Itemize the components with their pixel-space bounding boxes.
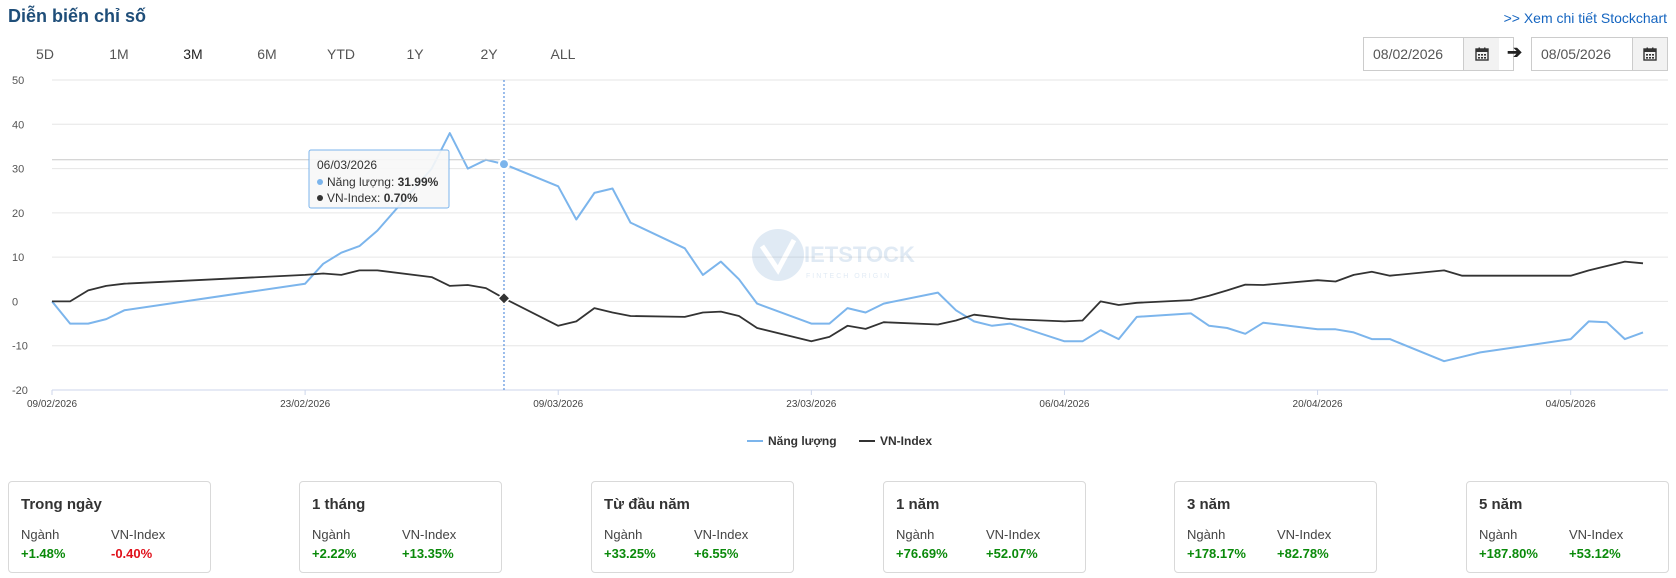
card-sector-value: +33.25% (604, 546, 656, 561)
tooltip-date: 06/03/2026 (317, 158, 377, 172)
calendar-icon[interactable] (1463, 38, 1499, 70)
y-tick-label: 10 (12, 252, 24, 264)
card-index-label: VN-Index (111, 527, 166, 542)
stockchart-detail-link[interactable]: >> Xem chi tiết Stockchart (1503, 10, 1667, 26)
crosshair (52, 80, 1668, 390)
series-line-vn-index (52, 260, 1644, 343)
range-ytd-button[interactable]: YTD (327, 46, 355, 62)
x-axis: 09/02/2026 23/02/2026 09/03/2026 23/03/2026… (27, 389, 1668, 410)
card-index-label: VN-Index (1277, 527, 1332, 542)
card-sector-label: Ngành (312, 527, 351, 542)
summary-card-3-years: 3 năm Ngành VN-Index +178.17% +82.78% (1174, 481, 1377, 573)
to-date-field[interactable]: 08/05/2026 (1531, 37, 1668, 71)
card-index-value: +53.12% (1569, 546, 1621, 561)
card-sector-label: Ngành (896, 527, 935, 542)
range-6m-button[interactable]: 6M (257, 46, 277, 62)
from-date-field[interactable]: 08/02/2026 (1363, 37, 1514, 71)
chart-tooltip: 06/03/2026 Năng lượng: 31.99% VN-Index: … (308, 149, 450, 209)
y-tick-label: 20 (12, 208, 24, 220)
tooltip-series-dot (317, 195, 323, 201)
x-tick-label: 23/03/2026 (786, 399, 836, 410)
summary-card-day: Trong ngày Ngành VN-Index +1.48% -0.40% (8, 481, 211, 573)
card-sector-value: +2.22% (312, 546, 357, 561)
card-sector-label: Ngành (1479, 527, 1518, 542)
x-tick-label: 06/04/2026 (1039, 399, 1089, 410)
range-1m-button[interactable]: 1M (109, 46, 129, 62)
card-sector-value: +76.69% (896, 546, 948, 561)
page-title: Diễn biến chỉ số (8, 6, 147, 26)
chart-legend[interactable]: Năng lượng VN-Index (747, 434, 932, 448)
chart-grid (52, 79, 1668, 391)
card-index-value: -0.40% (111, 546, 153, 561)
card-sector-value: +187.80% (1479, 546, 1538, 561)
card-title: Từ đầu năm (604, 496, 690, 513)
range-selector: 5D 1M 3M 6M YTD 1Y 2Y ALL (8, 46, 600, 62)
arrow-right-icon: ➔ (1507, 42, 1523, 62)
tooltip-series-1-value: 31.99% (398, 175, 439, 189)
hover-marker-nang-luong (497, 158, 510, 171)
y-tick-label: 50 (12, 75, 24, 87)
card-title: 1 năm (896, 496, 940, 513)
card-index-label: VN-Index (402, 527, 457, 542)
card-index-value: +6.55% (694, 546, 739, 561)
svg-text:Năng lượng: 31.99%: Năng lượng: 31.99% (327, 175, 439, 189)
summary-card-1-month: 1 tháng Ngành VN-Index +2.22% +13.35% (299, 481, 502, 573)
range-1y-button[interactable]: 1Y (406, 46, 424, 62)
summary-card-5-years: 5 năm Ngành VN-Index +187.80% +53.12% (1466, 481, 1669, 573)
x-tick-label: 09/02/2026 (27, 399, 77, 410)
card-title: Trong ngày (21, 496, 102, 513)
y-tick-label: 30 (12, 164, 24, 176)
range-all-button[interactable]: ALL (550, 46, 576, 62)
card-sector-value: +1.48% (21, 546, 66, 561)
x-tick-label: 23/02/2026 (280, 399, 330, 410)
legend-item-vn-index[interactable]: VN-Index (880, 434, 932, 448)
card-sector-value: +178.17% (1187, 546, 1246, 561)
range-2y-button[interactable]: 2Y (480, 46, 498, 62)
summary-card-1-year: 1 năm Ngành VN-Index +76.69% +52.07% (883, 481, 1086, 573)
range-5d-button[interactable]: 5D (36, 46, 54, 62)
tooltip-series-1-label: Năng lượng: (327, 175, 398, 189)
calendar-icon[interactable] (1631, 38, 1667, 70)
y-tick-label: -20 (12, 385, 28, 397)
hover-marker-vn-index (496, 291, 512, 306)
card-sector-label: Ngành (1187, 527, 1226, 542)
tooltip-series-2-value: 0.70% (384, 191, 418, 205)
card-index-value: +13.35% (402, 546, 454, 561)
x-tick-label: 09/03/2026 (533, 399, 583, 410)
card-sector-label: Ngành (604, 527, 643, 542)
x-tick-label: 04/05/2026 (1546, 399, 1596, 410)
index-line-chart[interactable]: IETSTOCK FINTECH ORIGIN -20 -10 0 10 20 30 40 5… (0, 70, 1676, 460)
watermark-text: IETSTOCK (804, 242, 915, 267)
card-index-value: +52.07% (986, 546, 1038, 561)
y-tick-label: 0 (12, 296, 18, 308)
x-tick-label: 20/04/2026 (1293, 399, 1343, 410)
svg-text:VN-Index: 0.70%: VN-Index: 0.70% (327, 191, 418, 205)
vietstock-watermark: IETSTOCK FINTECH ORIGIN (752, 229, 915, 281)
card-title: 1 tháng (312, 496, 366, 513)
range-3m-button[interactable]: 3M (183, 46, 203, 62)
summary-card-ytd: Từ đầu năm Ngành VN-Index +33.25% +6.55% (591, 481, 794, 573)
y-axis: -20 -10 0 10 20 30 40 50 (12, 75, 28, 397)
to-date-value[interactable]: 08/05/2026 (1541, 46, 1612, 62)
y-tick-label: 40 (12, 119, 24, 131)
y-tick-label: -10 (12, 341, 28, 353)
card-index-value: +82.78% (1277, 546, 1329, 561)
tooltip-series-2-label: VN-Index: (327, 191, 384, 205)
legend-item-nang-luong[interactable]: Năng lượng (768, 434, 837, 448)
tooltip-series-dot (317, 179, 323, 185)
card-index-label: VN-Index (986, 527, 1041, 542)
from-date-value[interactable]: 08/02/2026 (1373, 46, 1444, 62)
card-index-label: VN-Index (694, 527, 749, 542)
card-index-label: VN-Index (1569, 527, 1624, 542)
watermark-tagline: FINTECH ORIGIN (806, 273, 891, 280)
card-title: 3 năm (1187, 496, 1231, 513)
card-title: 5 năm (1479, 496, 1523, 513)
card-sector-label: Ngành (21, 527, 60, 542)
